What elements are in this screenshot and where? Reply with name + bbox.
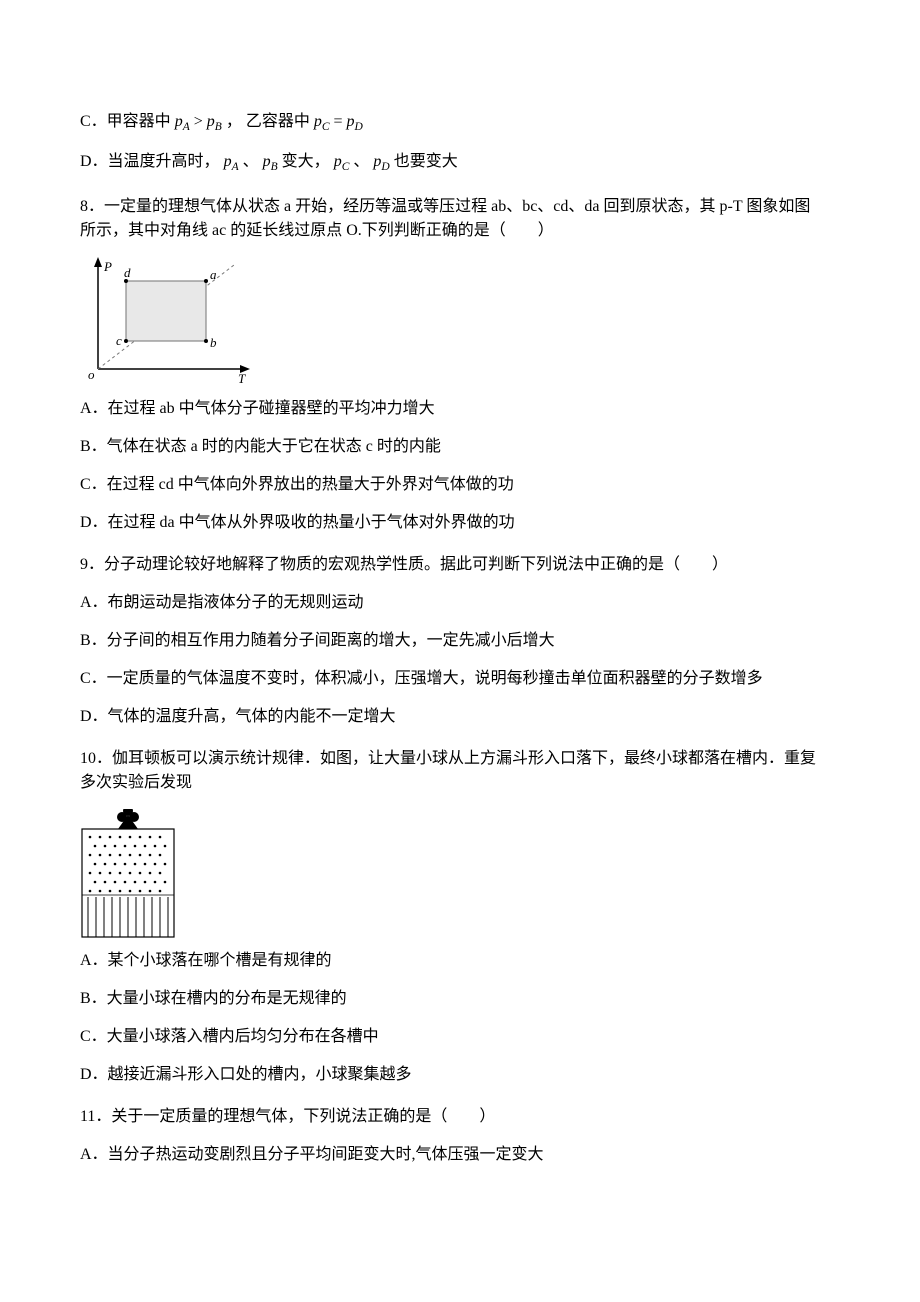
svg-text:c: c [116,333,122,348]
q10-option-c: C．大量小球落入槽内后均匀分布在各槽中 [80,1025,840,1049]
q8-option-a: A．在过程 ab 中气体分子碰撞器壁的平均冲力增大 [80,397,840,421]
q11-option-a: A．当分子热运动变剧烈且分子平均间距变大时,气体压强一定变大 [80,1143,840,1167]
q7-option-d: D．当温度升高时， pA 、 pB 变大， pC 、 pD 也要变大 [80,150,840,176]
text: C．甲容器中 [80,113,175,130]
q10-figure [80,809,840,939]
var-p: p [314,113,322,130]
svg-text:b: b [210,335,217,350]
sub-a: A [232,162,239,174]
sub-d: D [381,162,389,174]
text: D．当温度升高时， [80,153,224,170]
q7-option-c: C．甲容器中 pA > pB ， 乙容器中 pC = pD [80,110,840,136]
q10-stem: 10．伽耳顿板可以演示统计规律．如图，让大量小球从上方漏斗形入口落下，最终小球都… [80,747,840,795]
svg-text:d: d [124,265,131,280]
q8-option-c: C．在过程 cd 中气体向外界放出的热量大于外界对气体做的功 [80,473,840,497]
op-eq: = [334,113,347,130]
text: 也要变大 [394,153,458,170]
var-p: p [263,153,271,170]
svg-text:T: T [238,371,246,386]
q9-stem: 9．分子动理论较好地解释了物质的宏观热学性质。据此可判断下列说法中正确的是（ ） [80,553,840,577]
q9-option-c: C．一定质量的气体温度不变时，体积减小，压强增大，说明每秒撞击单位面积器壁的分子… [80,667,840,691]
text: 8．一定量的理想气体从状态 a 开始，经历等温或等压过程 ab、bc、cd、da… [80,198,810,215]
q10-option-a: A．某个小球落在哪个槽是有规律的 [80,949,840,973]
sub-a: A [183,121,190,133]
var-p: p [347,113,355,130]
var-p: p [224,153,232,170]
q9-option-d: D．气体的温度升高，气体的内能不一定增大 [80,705,840,729]
q8-option-d: D．在过程 da 中气体从外界吸收的热量小于气体对外界做的功 [80,511,840,535]
q10-option-d: D．越接近漏斗形入口处的槽内，小球聚集越多 [80,1063,840,1087]
pt-diagram: P To d a b c [80,257,250,387]
op-gt: > [194,113,207,130]
q10-option-b: B．大量小球在槽内的分布是无规律的 [80,987,840,1011]
q8-figure: P To d a b c [80,257,840,387]
q8-stem: 8．一定量的理想气体从状态 a 开始，经历等温或等压过程 ab、bc、cd、da… [80,195,840,243]
text: 变大， [282,153,330,170]
text: 多次实验后发现 [80,774,192,791]
text: 、 [353,153,373,170]
svg-text:o: o [88,367,95,382]
text: 、 [243,153,263,170]
var-p: p [334,153,342,170]
q9-option-b: B．分子间的相互作用力随着分子间距离的增大，一定先减小后增大 [80,629,840,653]
sub-b: B [271,162,278,174]
text: 所示，其中对角线 ac 的延长线过原点 O.下列判断正确的是（ ） [80,222,554,239]
text: ， 乙容器中 [226,113,314,130]
sub-c: C [322,121,330,133]
sub-b: B [215,121,222,133]
var-p: p [175,113,183,130]
q9-option-a: A．布朗运动是指液体分子的无规则运动 [80,591,840,615]
sub-d: D [355,121,363,133]
text: 10．伽耳顿板可以演示统计规律．如图，让大量小球从上方漏斗形入口落下，最终小球都… [80,750,816,767]
sub-c: C [342,162,350,174]
galton-board [80,809,176,939]
var-p: p [207,113,215,130]
q8-option-b: B．气体在状态 a 时的内能大于它在状态 c 时的内能 [80,435,840,459]
svg-text:P: P [103,259,112,274]
q11-stem: 11．关于一定质量的理想气体，下列说法正确的是（ ） [80,1105,840,1129]
svg-text:a: a [210,267,217,282]
